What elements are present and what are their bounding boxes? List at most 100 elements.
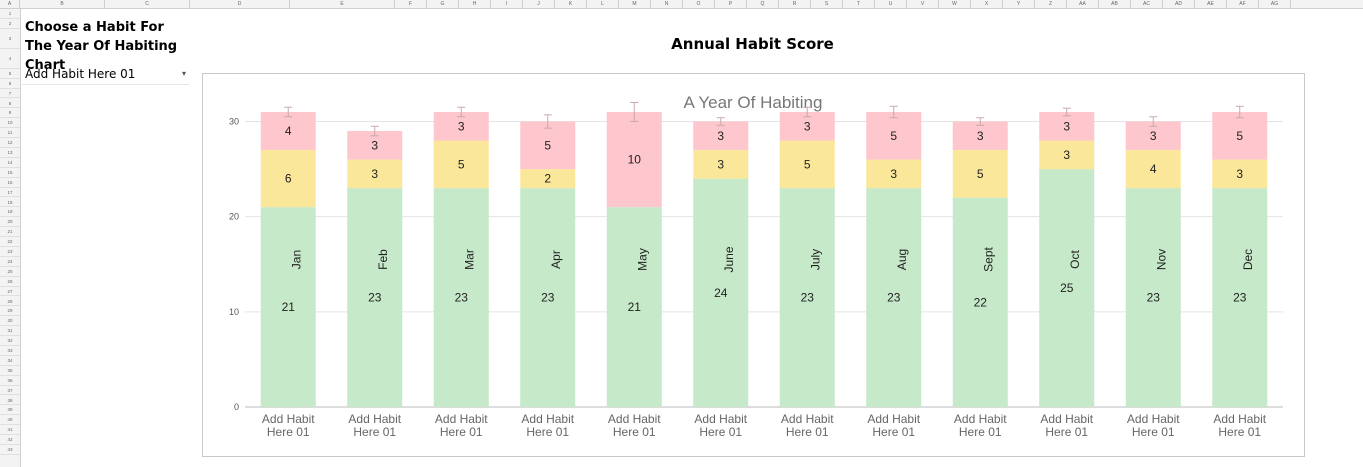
row-header-33[interactable]: 33: [0, 346, 20, 356]
row-header-26[interactable]: 26: [0, 277, 20, 287]
data-label: 3: [371, 167, 378, 181]
row-header-1[interactable]: 1: [0, 9, 20, 19]
column-header-i[interactable]: I: [491, 0, 523, 8]
column-header-k[interactable]: K: [555, 0, 587, 8]
column-header-p[interactable]: P: [715, 0, 747, 8]
month-label: Apr: [549, 250, 563, 269]
row-header-41[interactable]: 41: [0, 425, 20, 436]
column-header-ad[interactable]: AD: [1163, 0, 1195, 8]
row-header-22[interactable]: 22: [0, 237, 20, 247]
column-header-a[interactable]: A: [0, 0, 20, 8]
column-header-c[interactable]: C: [105, 0, 190, 8]
row-header-36[interactable]: 36: [0, 376, 20, 386]
row-header-38[interactable]: 38: [0, 396, 20, 406]
bar-segment: [1125, 188, 1181, 407]
column-header-w[interactable]: W: [939, 0, 971, 8]
row-header-3[interactable]: 3: [0, 29, 20, 49]
habit-dropdown[interactable]: Add Habit Here 01 ▾: [22, 64, 189, 85]
column-header-y[interactable]: Y: [1003, 0, 1035, 8]
habit-chart[interactable]: A Year Of Habiting 0 10 20 30 21 6 4 Jan Add Habi…: [202, 73, 1305, 457]
column-header-o[interactable]: O: [683, 0, 715, 8]
data-label: 23: [1233, 291, 1247, 305]
row-header-10[interactable]: 10: [0, 118, 20, 129]
row-header-35[interactable]: 35: [0, 366, 20, 376]
data-label: 2: [544, 172, 551, 186]
row-header-11[interactable]: 11: [0, 128, 20, 139]
row-header-7[interactable]: 7: [0, 89, 20, 99]
column-header-v[interactable]: V: [907, 0, 939, 8]
data-label: 4: [285, 124, 292, 138]
data-label: 5: [977, 167, 984, 181]
row-header-24[interactable]: 24: [0, 257, 20, 267]
data-label: 3: [977, 129, 984, 143]
row-header-8[interactable]: 8: [0, 99, 20, 109]
column-header-t[interactable]: T: [843, 0, 875, 8]
column-header-q[interactable]: Q: [747, 0, 779, 8]
row-header-43[interactable]: 43: [0, 445, 20, 455]
habit-dropdown-value: Add Habit Here 01: [25, 67, 136, 81]
x-category-label-line1: Add Habit: [521, 412, 574, 426]
bar-segment: [866, 188, 922, 407]
column-header-r[interactable]: R: [779, 0, 811, 8]
row-header-14[interactable]: 14: [0, 158, 20, 168]
column-header-ag[interactable]: AG: [1259, 0, 1291, 8]
row-header-37[interactable]: 37: [0, 386, 20, 396]
data-label: 3: [717, 157, 724, 171]
row-header-27[interactable]: 27: [0, 287, 20, 297]
row-header-9[interactable]: 9: [0, 108, 20, 119]
row-header-6[interactable]: 6: [0, 79, 20, 89]
row-header-16[interactable]: 16: [0, 178, 20, 188]
bar-segment: [952, 197, 1008, 407]
row-header-18[interactable]: 18: [0, 198, 20, 208]
row-header-23[interactable]: 23: [0, 247, 20, 257]
row-header-15[interactable]: 15: [0, 168, 20, 178]
bar-segment: [1039, 112, 1095, 141]
bar-segment: [1039, 140, 1095, 170]
x-category-label-line2: Here 01: [1218, 425, 1261, 439]
chevron-down-icon[interactable]: ▾: [181, 69, 186, 78]
column-header-ae[interactable]: AE: [1195, 0, 1227, 8]
x-category-label-line2: Here 01: [1132, 425, 1175, 439]
column-header-l[interactable]: L: [587, 0, 619, 8]
x-category-label-line2: Here 01: [786, 425, 829, 439]
column-header-ac[interactable]: AC: [1131, 0, 1163, 8]
month-label: Dec: [1241, 249, 1255, 270]
row-header-30[interactable]: 30: [0, 316, 20, 327]
row-header-31[interactable]: 31: [0, 326, 20, 337]
column-header-s[interactable]: S: [811, 0, 843, 8]
column-header-aa[interactable]: AA: [1067, 0, 1099, 8]
column-header-z[interactable]: Z: [1035, 0, 1067, 8]
column-header-af[interactable]: AF: [1227, 0, 1259, 8]
row-header-13[interactable]: 13: [0, 148, 20, 158]
column-header-n[interactable]: N: [651, 0, 683, 8]
column-header-e[interactable]: E: [290, 0, 395, 8]
row-header-39[interactable]: 39: [0, 405, 20, 416]
column-header-d[interactable]: D: [190, 0, 290, 8]
column-header-m[interactable]: M: [619, 0, 651, 8]
row-header-32[interactable]: 32: [0, 336, 20, 346]
row-header-5[interactable]: 5: [0, 69, 20, 79]
column-header-ab[interactable]: AB: [1099, 0, 1131, 8]
column-header-f[interactable]: F: [395, 0, 427, 8]
row-header-17[interactable]: 17: [0, 188, 20, 198]
row-header-29[interactable]: 29: [0, 306, 20, 317]
row-header-4[interactable]: 4: [0, 49, 20, 69]
row-header-40[interactable]: 40: [0, 415, 20, 426]
data-label: 23: [801, 291, 815, 305]
column-header-h[interactable]: H: [459, 0, 491, 8]
row-header-2[interactable]: 2: [0, 19, 20, 29]
column-header-x[interactable]: X: [971, 0, 1003, 8]
row-header-28[interactable]: 28: [0, 297, 20, 307]
row-header-12[interactable]: 12: [0, 138, 20, 148]
column-header-u[interactable]: U: [875, 0, 907, 8]
bar-segment: [779, 140, 835, 189]
row-header-34[interactable]: 34: [0, 356, 20, 366]
row-header-19[interactable]: 19: [0, 207, 20, 218]
column-header-g[interactable]: G: [427, 0, 459, 8]
column-header-b[interactable]: B: [20, 0, 105, 8]
row-header-42[interactable]: 42: [0, 435, 20, 445]
row-header-21[interactable]: 21: [0, 227, 20, 238]
column-header-j[interactable]: J: [523, 0, 555, 8]
row-header-25[interactable]: 25: [0, 267, 20, 277]
row-header-20[interactable]: 20: [0, 217, 20, 228]
